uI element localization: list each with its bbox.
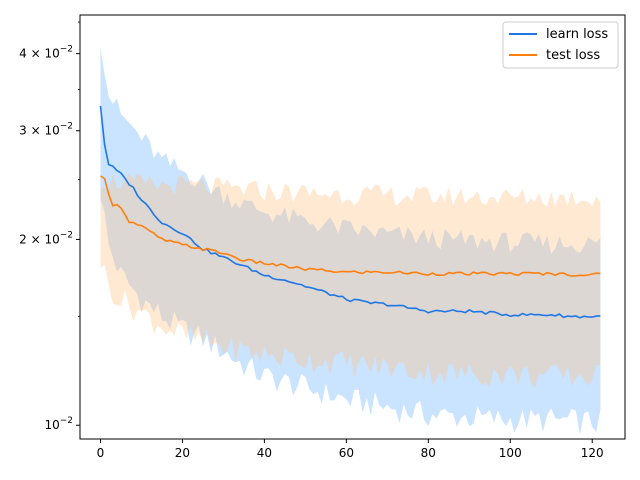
y-tick-label: 3 × 10−2	[19, 122, 73, 138]
x-tick-label: 120	[581, 446, 604, 460]
y-tick-label: 2 × 10−2	[19, 230, 73, 246]
legend-label: learn loss	[546, 27, 608, 42]
line-test-loss	[100, 175, 601, 277]
x-tick-label: 100	[499, 446, 522, 460]
y-axis: 10−2 2 × 10−2 3 × 10−2 4 × 10−2	[19, 21, 80, 432]
x-tick-label: 60	[339, 446, 354, 460]
plot-frame	[79, 14, 626, 440]
y-tick-label: 10−2	[44, 416, 73, 432]
band-test-loss	[100, 173, 601, 388]
x-tick-label: 20	[175, 446, 190, 460]
legend: learn loss test loss	[502, 21, 619, 69]
x-axis: 0 20 40 60 80 100 120	[97, 439, 604, 460]
plot-area	[99, 47, 601, 435]
y-tick-label: 4 × 10−2	[19, 45, 73, 61]
line-learn-loss	[99, 105, 601, 319]
x-tick-label: 0	[97, 446, 105, 460]
series-lines	[99, 105, 601, 319]
confidence-bands	[100, 47, 601, 435]
x-tick-label: 80	[421, 446, 436, 460]
band-learn-loss	[100, 47, 601, 435]
legend-label: test loss	[546, 48, 600, 63]
x-tick-label: 40	[257, 446, 272, 460]
